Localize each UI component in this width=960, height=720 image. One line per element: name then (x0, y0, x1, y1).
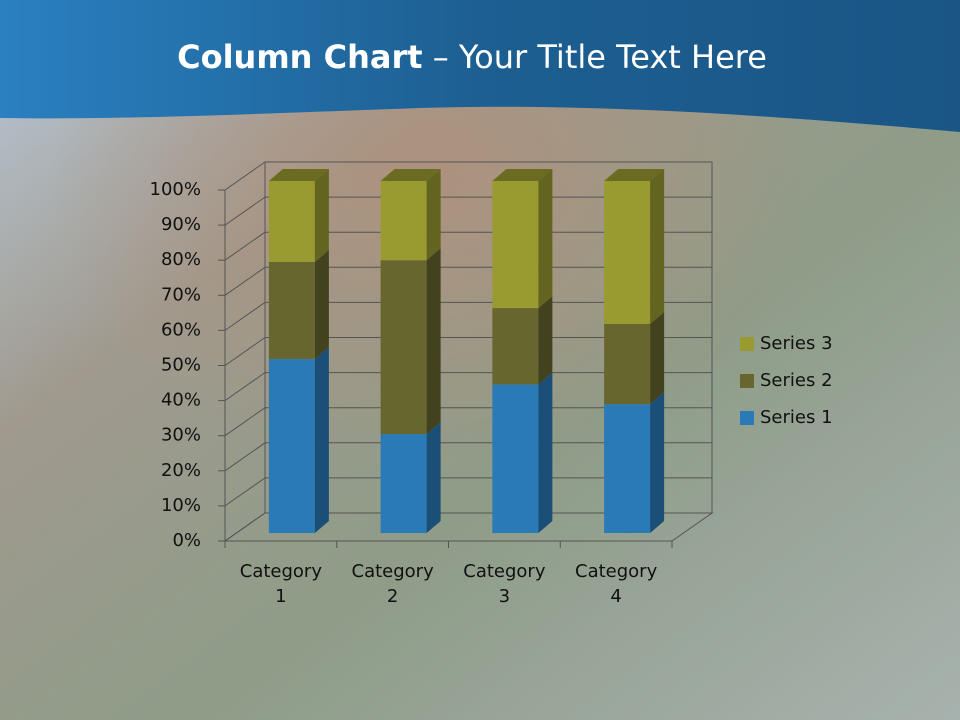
legend-swatch (740, 411, 754, 425)
legend-label: Series 2 (760, 370, 833, 391)
grid-line (224, 442, 266, 472)
title-bold: Column Chart (177, 38, 423, 76)
y-tick-label: 80% (161, 249, 201, 270)
y-tick-label: 50% (161, 355, 201, 376)
y-tick-label: 90% (161, 214, 201, 235)
grid-line (224, 337, 266, 366)
bar-side (650, 392, 665, 533)
x-tick-label: Category 3 (463, 561, 546, 607)
legend-swatch (740, 374, 754, 388)
grid-line (224, 512, 266, 542)
bar (604, 311, 665, 405)
y-tick-label: 60% (161, 319, 201, 340)
legend-label: Series 3 (760, 333, 833, 354)
bar-front (268, 181, 315, 262)
y-tick-label: 70% (161, 284, 201, 305)
bar (492, 169, 553, 309)
bar (380, 169, 441, 261)
y-tick-label: 20% (161, 460, 201, 481)
bar (604, 392, 665, 533)
bar-side (426, 169, 441, 261)
x-tick-label: Category 4 (575, 561, 658, 607)
bar-top (604, 169, 665, 181)
bar-front (380, 260, 427, 435)
bar-side (650, 169, 665, 324)
y-tick-label: 30% (161, 425, 201, 446)
grid-line (224, 161, 266, 191)
bar-front (380, 181, 427, 261)
y-tick-label: 40% (161, 390, 201, 411)
x-tick-label: Category 2 (351, 561, 434, 607)
bar-side (650, 311, 665, 405)
title-rest: – Your Title Text Here (432, 38, 767, 76)
bar (268, 249, 329, 360)
bar (492, 372, 553, 533)
grid-line (224, 266, 266, 296)
bar-front (604, 404, 651, 533)
y-tick-label: 10% (161, 495, 201, 516)
grid-line (224, 477, 266, 507)
bar-side (314, 169, 329, 262)
bar-side (314, 249, 329, 360)
bar-top (268, 169, 329, 181)
grid-line (224, 372, 266, 402)
bar-front (492, 308, 539, 385)
legend-swatch (740, 337, 754, 351)
y-tick-label: 0% (172, 530, 201, 551)
bar-front (492, 384, 539, 533)
bar (380, 248, 441, 435)
bar-top (380, 169, 441, 181)
bar (268, 347, 329, 533)
bar-front (604, 323, 651, 405)
header-band (0, 0, 960, 132)
bar-front (380, 434, 427, 533)
grid-line (224, 231, 266, 261)
bar-front (268, 261, 315, 360)
bar-front (604, 181, 651, 324)
bar (268, 169, 329, 262)
grid-line (224, 301, 266, 331)
y-tick-label: 100% (150, 179, 201, 200)
bar-side (426, 422, 441, 533)
chart-title: Column Chart – Your Title Text Here (0, 38, 944, 76)
bar-side (314, 347, 329, 533)
bar-front (268, 359, 315, 533)
bar-side (426, 248, 441, 435)
bar-side (538, 169, 553, 309)
x-tick-label: Category 1 (239, 561, 322, 607)
bar (380, 422, 441, 533)
bar (604, 169, 665, 324)
bar (492, 296, 553, 385)
grid-line (224, 407, 266, 437)
bar-side (538, 296, 553, 385)
bar-side (538, 372, 553, 533)
bar-top (492, 169, 553, 181)
bar-front (492, 181, 539, 309)
legend-label: Series 1 (760, 407, 833, 428)
grid-line (224, 196, 266, 226)
